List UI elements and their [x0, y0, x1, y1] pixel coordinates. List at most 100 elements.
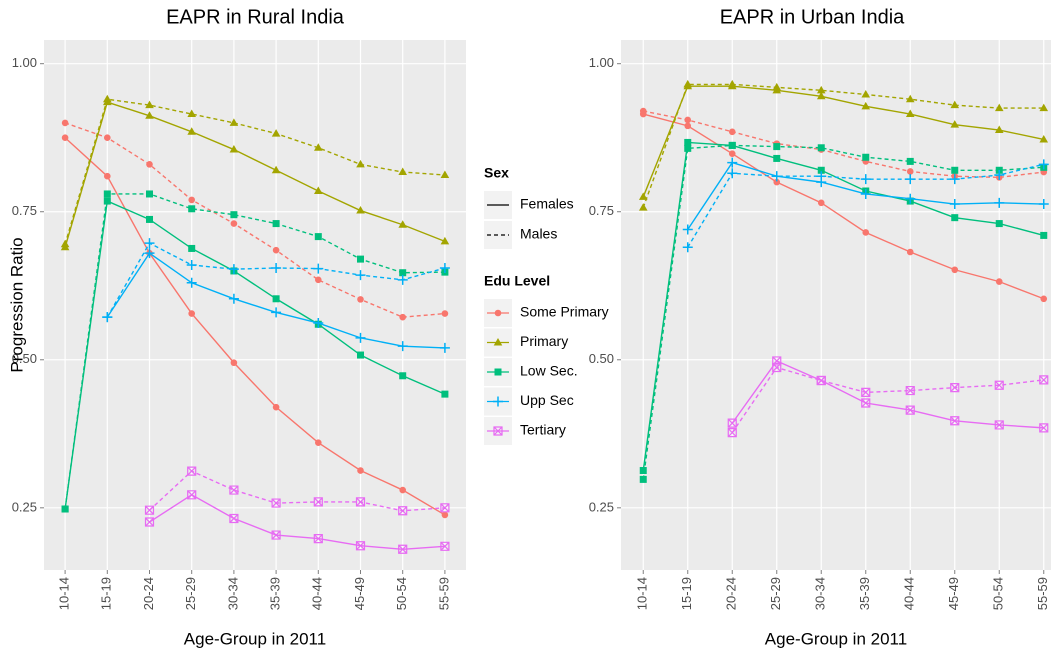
marker — [272, 295, 280, 303]
marker — [727, 79, 737, 88]
marker — [104, 172, 111, 180]
marker — [638, 192, 648, 200]
x-tick-label: 45-49 — [946, 577, 961, 610]
marker — [187, 127, 196, 135]
marker — [861, 387, 871, 397]
marker — [60, 239, 70, 248]
marker — [441, 310, 449, 317]
marker — [188, 205, 196, 213]
y-tick-label: 0.75 — [12, 203, 37, 218]
marker — [146, 215, 153, 223]
marker — [951, 266, 959, 274]
marker — [493, 426, 503, 436]
marker — [229, 145, 239, 153]
marker — [397, 274, 408, 285]
marker — [493, 396, 503, 407]
marker — [1038, 159, 1049, 170]
marker — [951, 214, 959, 222]
marker — [950, 416, 960, 426]
marker — [816, 91, 826, 100]
marker — [188, 310, 195, 317]
series-line — [731, 366, 1044, 434]
marker — [271, 307, 282, 318]
marker — [399, 269, 407, 277]
marker — [271, 129, 281, 137]
marker — [355, 541, 366, 551]
marker — [441, 390, 449, 398]
legend-label: Some Primary — [520, 304, 609, 320]
series-line — [642, 141, 1044, 471]
marker — [905, 109, 915, 118]
series-line — [643, 113, 1045, 300]
marker — [188, 196, 195, 204]
series-line — [64, 193, 445, 510]
marker — [772, 82, 782, 91]
legend-label: Males — [520, 226, 557, 242]
marker — [994, 420, 1004, 430]
marker — [862, 229, 870, 236]
marker — [950, 120, 960, 128]
marker — [816, 375, 826, 386]
legend-label: Upp Sec — [520, 392, 574, 408]
marker — [494, 309, 502, 317]
marker — [272, 403, 280, 411]
marker — [950, 100, 960, 109]
marker — [188, 244, 196, 252]
series-line — [64, 137, 446, 516]
x-tick-label: 15-19 — [99, 577, 114, 610]
marker — [313, 534, 323, 544]
marker — [905, 94, 915, 103]
marker — [684, 144, 692, 152]
marker — [1039, 103, 1049, 112]
series-line — [642, 144, 1044, 480]
y-tick-label: 1.00 — [589, 55, 614, 70]
marker — [728, 128, 736, 136]
marker — [103, 190, 111, 198]
marker — [682, 224, 693, 235]
marker — [727, 157, 738, 168]
marker — [773, 178, 781, 186]
marker — [399, 313, 407, 321]
marker — [905, 405, 915, 415]
marker — [355, 270, 366, 281]
marker — [61, 505, 69, 513]
marker — [773, 154, 781, 162]
marker — [638, 203, 648, 211]
marker — [682, 242, 693, 253]
series-line — [149, 493, 445, 550]
marker — [144, 248, 155, 259]
marker — [230, 211, 238, 219]
x-tick-label: 10-14 — [57, 577, 72, 610]
marker — [187, 466, 197, 476]
marker — [728, 141, 736, 149]
marker — [773, 143, 781, 151]
y-tick-label: 0.25 — [589, 499, 614, 514]
series-line — [642, 85, 1044, 198]
marker — [440, 503, 450, 513]
marker — [144, 505, 155, 515]
marker — [639, 467, 647, 475]
x-tick-label: 35-39 — [268, 577, 283, 610]
marker — [493, 338, 503, 346]
marker — [315, 276, 322, 284]
marker — [228, 264, 239, 275]
marker — [727, 418, 737, 428]
marker — [995, 220, 1003, 228]
marker — [906, 168, 914, 175]
x-tick-label: 15-19 — [679, 577, 694, 610]
marker — [271, 498, 281, 508]
marker — [186, 277, 197, 288]
x-tick-label: 40-44 — [310, 577, 325, 610]
marker — [230, 220, 238, 227]
marker — [229, 118, 239, 126]
x-tick-label: 35-39 — [857, 577, 872, 610]
x-tick-label: 45-49 — [352, 577, 367, 610]
marker — [684, 138, 692, 146]
marker — [906, 248, 914, 256]
marker — [862, 153, 870, 161]
x-tick-label: 50-54 — [394, 577, 409, 610]
marker — [861, 89, 871, 98]
marker — [1040, 295, 1048, 303]
marker — [817, 144, 825, 152]
